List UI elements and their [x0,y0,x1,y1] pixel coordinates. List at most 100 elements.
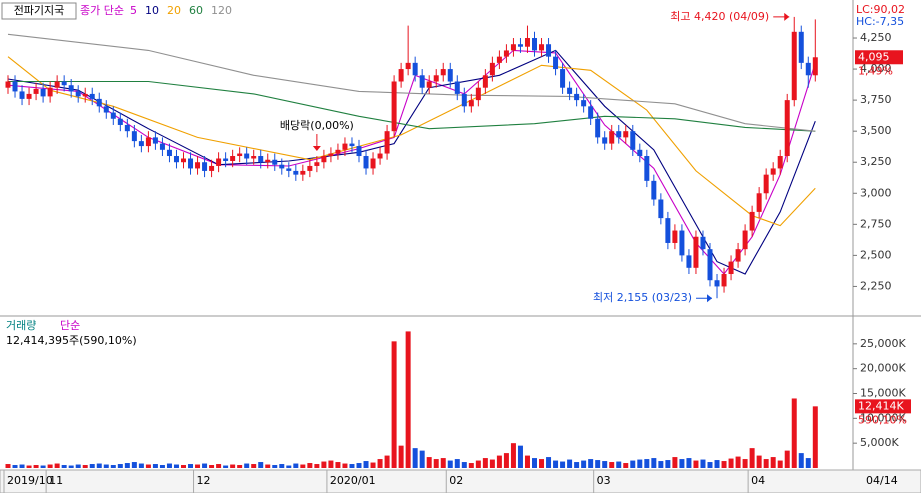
candle-body [503,50,509,57]
legend-label: 종가 단순 [80,4,124,17]
volume-bar [363,461,369,468]
volume-bar [47,464,53,468]
candle-body [279,164,285,169]
candle-body [581,100,587,107]
candle-body [40,88,46,97]
candle-body [440,69,446,76]
candle-body [293,170,299,175]
candle-body [75,91,81,97]
candle-body [286,168,292,171]
volume-bar [595,460,601,468]
volume-bar [447,460,453,468]
candle-body [700,236,706,250]
candle-body [258,156,264,163]
volume-bar [209,465,215,468]
candle-body [377,153,383,159]
x-tick-label: 2020/01 [330,474,376,487]
volume-bar [475,460,481,468]
volume-bar [61,465,67,468]
candle-body [532,38,537,51]
volume-bar [777,460,783,468]
volume-bar [405,331,411,468]
volume-bar [419,450,425,468]
volume-bar [173,464,179,468]
candle-body [314,162,320,166]
candle-body [524,38,530,47]
candle-body [475,87,481,101]
volume-bar [314,464,320,468]
volume-bar [805,458,811,468]
candle-body [96,98,102,107]
volume-bar [553,460,559,468]
volume-bar [68,465,74,468]
x-tick-label: 02 [449,474,463,487]
volume-bar [560,461,566,468]
candle-body [651,180,657,200]
volume-bar [798,453,804,468]
volume-bar [307,463,313,468]
volume-bar [166,463,172,468]
hc-label: HC:-7,35 [856,15,904,28]
candle-body [33,88,39,94]
candle-body [335,149,341,154]
volume-bar [300,464,306,468]
volume-label-box [855,399,911,414]
volume-bar [40,465,46,468]
volume-bar [749,448,755,468]
candle-body [26,93,32,99]
volume-bar [265,464,271,468]
candle-body [103,106,109,113]
price-label-box [855,50,903,65]
candle-body [672,230,678,243]
volume-bar [602,461,608,468]
candle-body [328,153,334,157]
legend-entry: 10 [145,4,159,17]
candle-body [637,149,643,157]
volume-tick-label: 25,000K [860,337,906,350]
volume-bar [510,443,516,468]
volume-bar [791,398,797,468]
change-label: 1,49% [858,64,893,77]
ma-line [8,80,816,132]
candle-body [546,44,552,57]
x-tick-label: 04 [751,474,765,487]
volume-bar [616,461,622,468]
candle-body [370,158,376,169]
candle-body [560,69,566,88]
candle-body [742,230,748,250]
volume-bar [517,445,523,468]
y-tick-label: 2,500 [860,248,892,261]
volume-bar [272,465,278,468]
volume-bar [321,461,327,468]
volume-bar [230,464,236,468]
volume-bar [714,460,720,468]
volume-bar [384,455,390,468]
candle-body [735,249,741,262]
candle-body [159,143,165,150]
volume-bar [349,464,355,468]
volume-bar [567,459,573,468]
candle-body [496,56,502,63]
candle-body [482,75,488,88]
annotation: 최저 2,155 (03/23) [593,291,692,304]
volume-bar [468,463,474,468]
candle-body [307,165,313,171]
volume-bar [630,460,636,468]
volume-bar [82,465,88,468]
candle-body [230,156,236,161]
volume-bar [286,465,292,468]
volume-bar [721,461,727,468]
price-label: 4,095 [858,50,890,63]
candle-body [665,218,671,243]
volume-bar [244,463,250,468]
volume-bar [496,455,502,468]
volume-bar [145,464,151,468]
candle-body [152,137,158,144]
annotation-arrowhead [312,146,321,152]
last-date: 04/14 [866,474,898,487]
volume-bar [651,458,657,468]
volume-bar [524,455,530,468]
volume-tick-label: 20,000K [860,362,906,375]
candle-body [595,118,601,138]
